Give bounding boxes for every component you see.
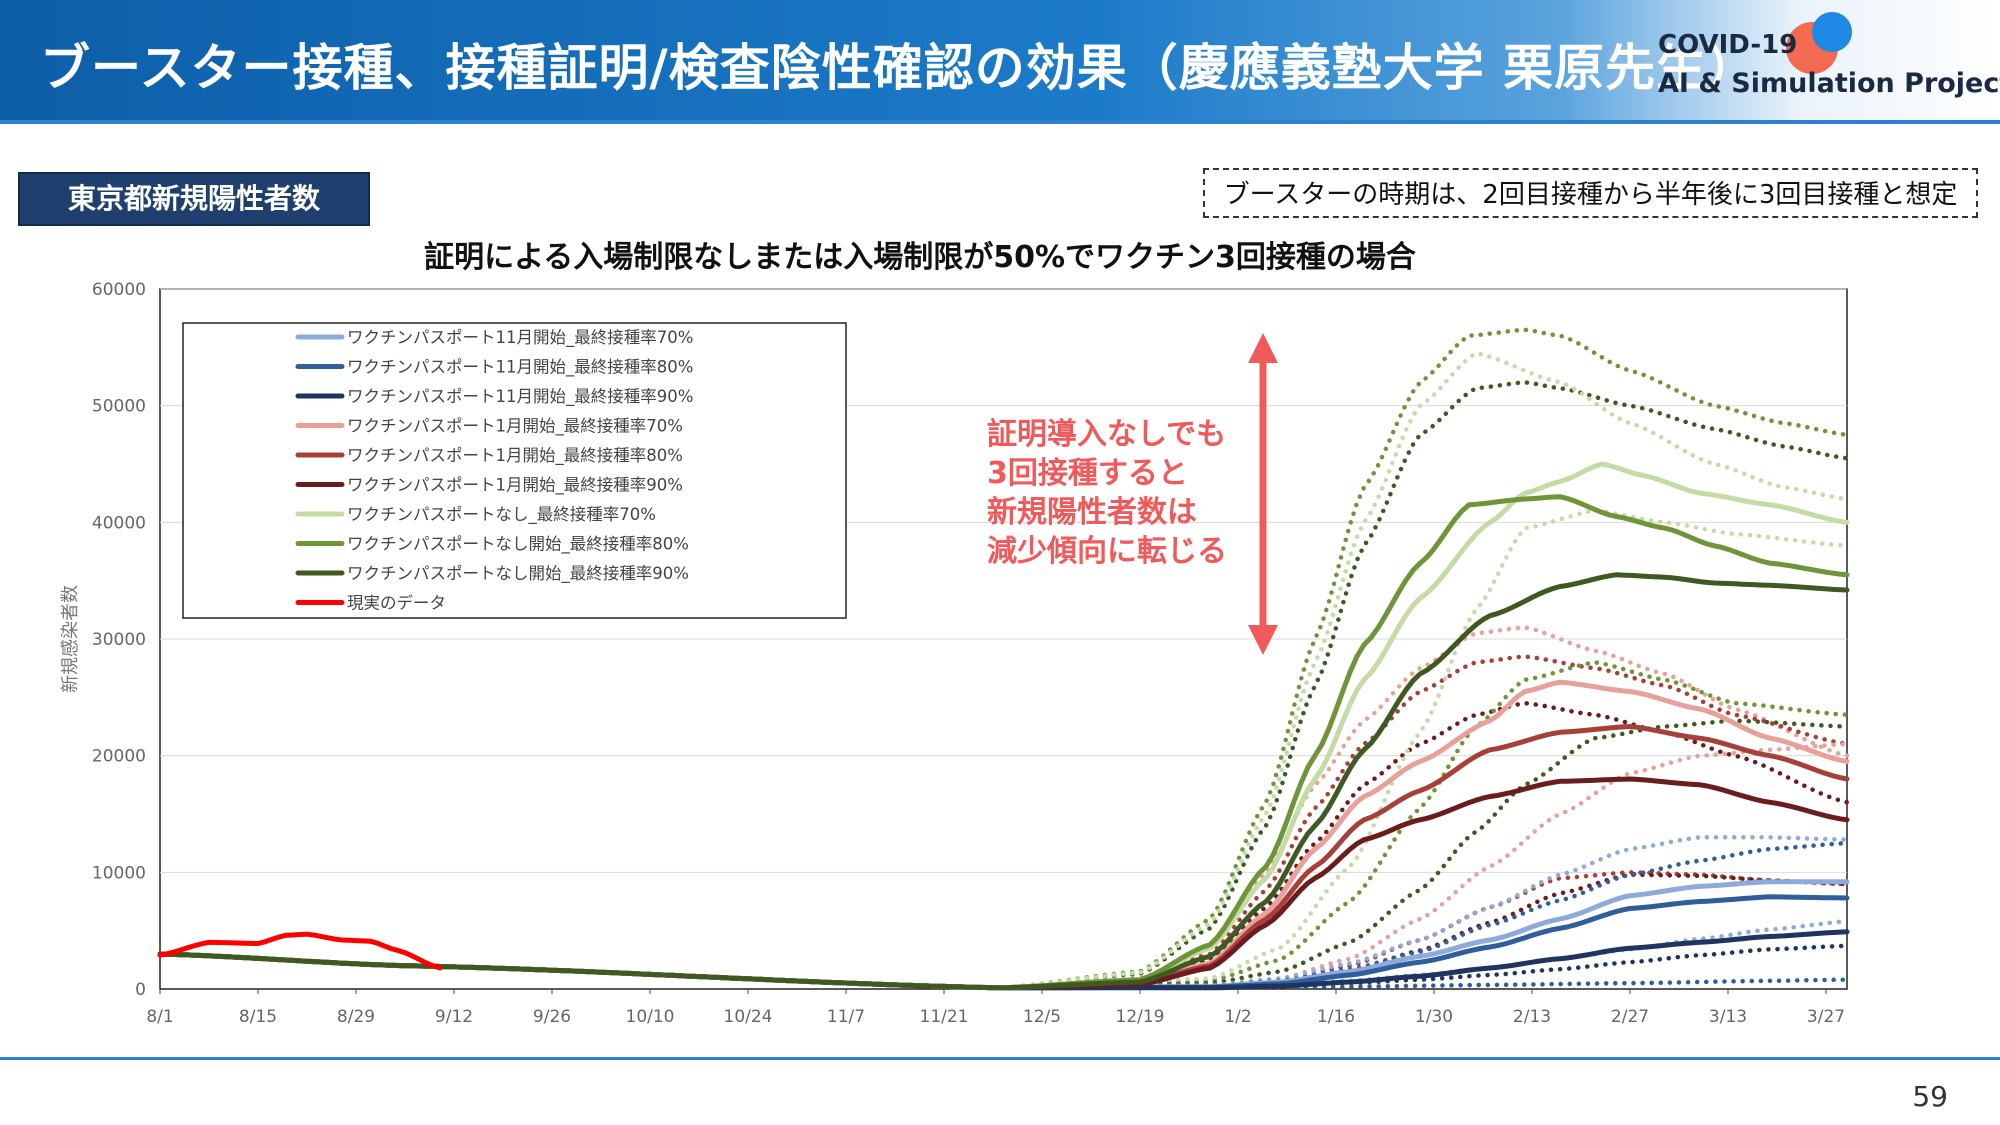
x-tick-label: 11/7: [827, 1007, 865, 1027]
x-tick-label: 8/1: [146, 1007, 173, 1027]
annotation-text-line: 新規陽性者数は: [987, 495, 1197, 530]
x-tick-label: 12/5: [1023, 1007, 1061, 1027]
x-tick-label: 1/16: [1317, 1007, 1355, 1027]
x-tick-label: 9/12: [435, 1007, 473, 1027]
y-tick-label: 30000: [92, 630, 146, 650]
assumption-note: ブースターの時期は、2回目接種から半年後に3回目接種と想定: [1203, 168, 1978, 218]
page-title: ブースター接種、接種証明/検査陰性確認の効果（慶應義塾大学 栗原先生）: [40, 39, 1759, 97]
logo-text-line2: AI & Simulation Project: [1658, 68, 2000, 99]
header-divider: [0, 120, 2000, 124]
y-tick-label: 60000: [92, 280, 146, 300]
section-tag: 東京都新規陽性者数: [18, 172, 370, 226]
y-axis-label: 新規感染者数: [60, 585, 81, 693]
page-number: 59: [1912, 1080, 1948, 1113]
x-tick-label: 10/24: [724, 1007, 773, 1027]
x-tick-label: 3/27: [1807, 1007, 1845, 1027]
y-tick-label: 10000: [92, 863, 146, 883]
logo-text-line1: COVID-19: [1658, 30, 1798, 60]
x-tick-label: 2/27: [1611, 1007, 1649, 1027]
series-line: [157, 931, 443, 971]
x-tick-label: 8/15: [239, 1007, 277, 1027]
x-tick-label: 1/2: [1224, 1007, 1251, 1027]
legend-label: ワクチンパスポート1月開始_最終接種率90%: [347, 476, 683, 496]
chart: 0 10000 20000 30000 40000 50000 60000 8/1 8/15 8/…: [60, 280, 1850, 1027]
legend-label: ワクチンパスポート1月開始_最終接種率80%: [347, 446, 683, 466]
x-tick-label: 10/10: [626, 1007, 675, 1027]
annotation-text-line: 3回接種すると: [987, 456, 1188, 491]
legend-label: ワクチンパスポート11月開始_最終接種率80%: [347, 358, 693, 378]
y-tick-label: 50000: [92, 397, 146, 417]
annotation-text-line: 減少傾向に転じる: [987, 534, 1227, 569]
arrow-down-icon: [1248, 625, 1278, 655]
legend-label: ワクチンパスポート11月開始_最終接種率90%: [347, 387, 693, 407]
chart-title: 証明による入場制限なしまたは入場制限が50%でワクチン3回接種の場合: [424, 240, 1416, 275]
legend-label: ワクチンパスポート1月開始_最終接種率70%: [347, 417, 683, 437]
header-bar: [0, 0, 2000, 120]
legend: [182, 322, 847, 619]
arrow-up-icon: [1248, 333, 1278, 363]
legend-label: ワクチンパスポートなし_最終接種率70%: [347, 505, 656, 525]
y-tick-label: 0: [135, 980, 146, 1000]
logo-circle-blue-icon: [1812, 12, 1852, 52]
x-tick-label: 12/19: [1116, 1007, 1165, 1027]
annotation-text-line: 証明導入なしでも: [987, 417, 1226, 452]
legend-label: ワクチンパスポートなし開始_最終接種率80%: [347, 535, 689, 555]
x-tick-label: 9/26: [533, 1007, 571, 1027]
x-tick-label: 2/13: [1513, 1007, 1551, 1027]
legend-label: ワクチンパスポート11月開始_最終接種率70%: [347, 328, 693, 348]
x-tick-label: 1/30: [1415, 1007, 1453, 1027]
y-tick-label: 40000: [92, 513, 146, 533]
legend-label: 現実のデータ: [347, 593, 446, 613]
x-tick-label: 3/13: [1709, 1007, 1747, 1027]
legend-label: ワクチンパスポートなし開始_最終接種率90%: [347, 564, 689, 584]
footer-divider: [0, 1057, 2000, 1060]
y-tick-label: 20000: [92, 747, 146, 767]
x-tick-label: 11/21: [920, 1007, 969, 1027]
x-tick-label: 8/29: [337, 1007, 375, 1027]
